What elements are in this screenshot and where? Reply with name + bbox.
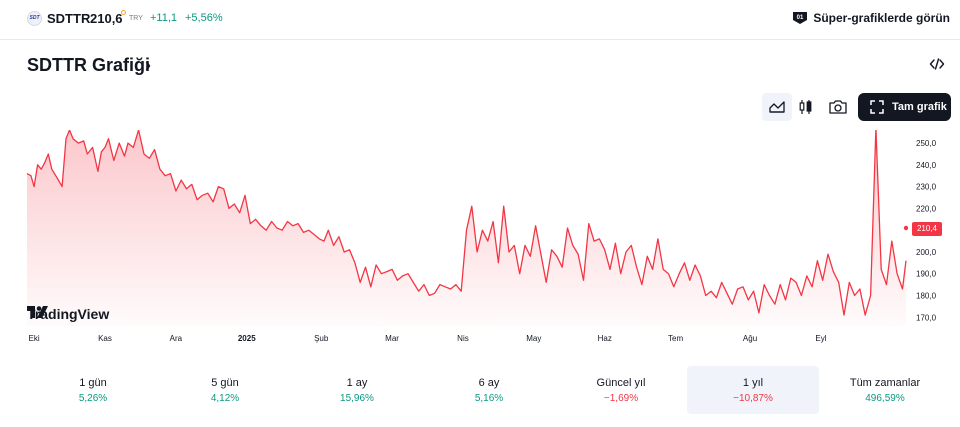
x-tick-label: Ağu [743,334,757,343]
y-tick-label: 170,0 [916,313,937,322]
area-chart-icon [769,101,785,113]
period-tab[interactable]: 6 ay 5,16% [423,366,555,414]
y-tick-label: 240,0 [916,161,937,170]
tradingview-logo-icon [27,306,48,318]
x-tick-label: Ara [170,334,183,343]
last-price-label: 210,4 [912,222,942,237]
period-label: 1 yıl [742,377,764,389]
y-tick-label: 200,0 [916,248,937,257]
period-change: −1,69% [603,393,639,404]
y-tick-label: 230,0 [916,183,937,192]
last-price-dot [903,225,909,231]
full-chart-label: Tam grafik [892,101,947,113]
chart-type-toggle [762,93,818,121]
period-label: 5 gün [211,377,239,389]
x-tick-label: Nis [457,334,469,343]
period-change: 5,26% [78,393,108,404]
embed-code-icon[interactable] [929,57,945,71]
period-tab[interactable]: Tüm zamanlar 496,59% [819,366,951,414]
tradingview-logo-text: TradingView [27,306,110,322]
page-title[interactable]: SDTTR Grafiği [27,55,151,75]
period-selector: 1 gün 5,26% 5 gün 4,12% 1 ay 15,96% 6 ay 5,16% G… [27,366,951,414]
period-tab[interactable]: 1 yıl −10,87% [687,366,819,414]
x-tick-label: Eki [29,334,40,343]
symbol-price: 210,6 [90,11,123,26]
x-tick-label: Şub [314,334,329,343]
candle-chart-button[interactable] [794,93,818,121]
y-tick-label: 190,0 [916,270,937,279]
period-label: Tüm zamanlar [849,377,921,389]
x-tick-label: 2025 [238,334,256,343]
price-change-percent: +5,56% [185,12,223,24]
candlestick-icon [799,100,812,114]
symbol-currency: TRY [129,15,143,22]
area-chart-button[interactable] [762,93,792,121]
full-chart-button[interactable]: Tam grafik [858,93,951,121]
price-area-fill [27,130,906,326]
x-tick-label: May [526,334,541,343]
price-line [26,130,907,316]
period-tab[interactable]: 1 gün 5,26% [27,366,159,414]
period-label: 1 gün [79,377,107,389]
price-change: +11,1 [150,12,178,24]
y-tick-label: 250,0 [916,139,937,148]
x-tick-label: Tem [668,334,683,343]
period-change: 15,96% [340,393,374,404]
super-charts-icon: 01 [793,12,808,24]
price-chart[interactable]: 250,0240,0230,0220,0210,0200,0190,0180,0… [0,130,960,350]
fullscreen-icon [870,100,884,114]
period-tab[interactable]: 1 ay 15,96% [291,366,423,414]
price-chart-svg: 250,0240,0230,0220,0210,0200,0190,0180,0… [26,130,937,343]
period-change: 496,59% [865,393,905,404]
y-tick-label: 180,0 [916,292,937,301]
tradingview-logo: TradingView [27,306,109,322]
top-bar: SDT SDTTR 210,6 TRY +11,1 +5,56% 01 Süpe… [0,0,960,40]
period-tab[interactable]: Güncel yıl −1,69% [555,366,687,414]
period-label: 1 ay [346,377,368,389]
screenshot-button[interactable] [826,93,850,121]
period-label: Güncel yıl [596,377,646,389]
x-tick-label: Haz [598,334,612,343]
super-charts-link[interactable]: 01 Süper-grafiklerde görün [792,11,950,25]
chevron-right-icon[interactable]: › [145,55,151,75]
period-tab[interactable]: 5 gün 4,12% [159,366,291,414]
market-status-icon [121,10,126,15]
symbol-logo-icon: SDT [27,11,42,26]
period-change: −10,87% [733,393,773,404]
period-change: 4,12% [210,393,240,404]
x-tick-label: Kas [98,334,112,343]
symbol-name[interactable]: SDTTR [47,11,91,26]
x-tick-label: Mar [385,334,399,343]
period-label: 6 ay [478,377,500,389]
camera-icon [829,100,847,114]
svg-text:01: 01 [797,15,804,21]
super-charts-label: Süper-grafiklerde görün [813,11,950,25]
period-change: 5,16% [474,393,504,404]
x-tick-label: Eyl [815,334,826,343]
y-tick-label: 220,0 [916,204,937,213]
